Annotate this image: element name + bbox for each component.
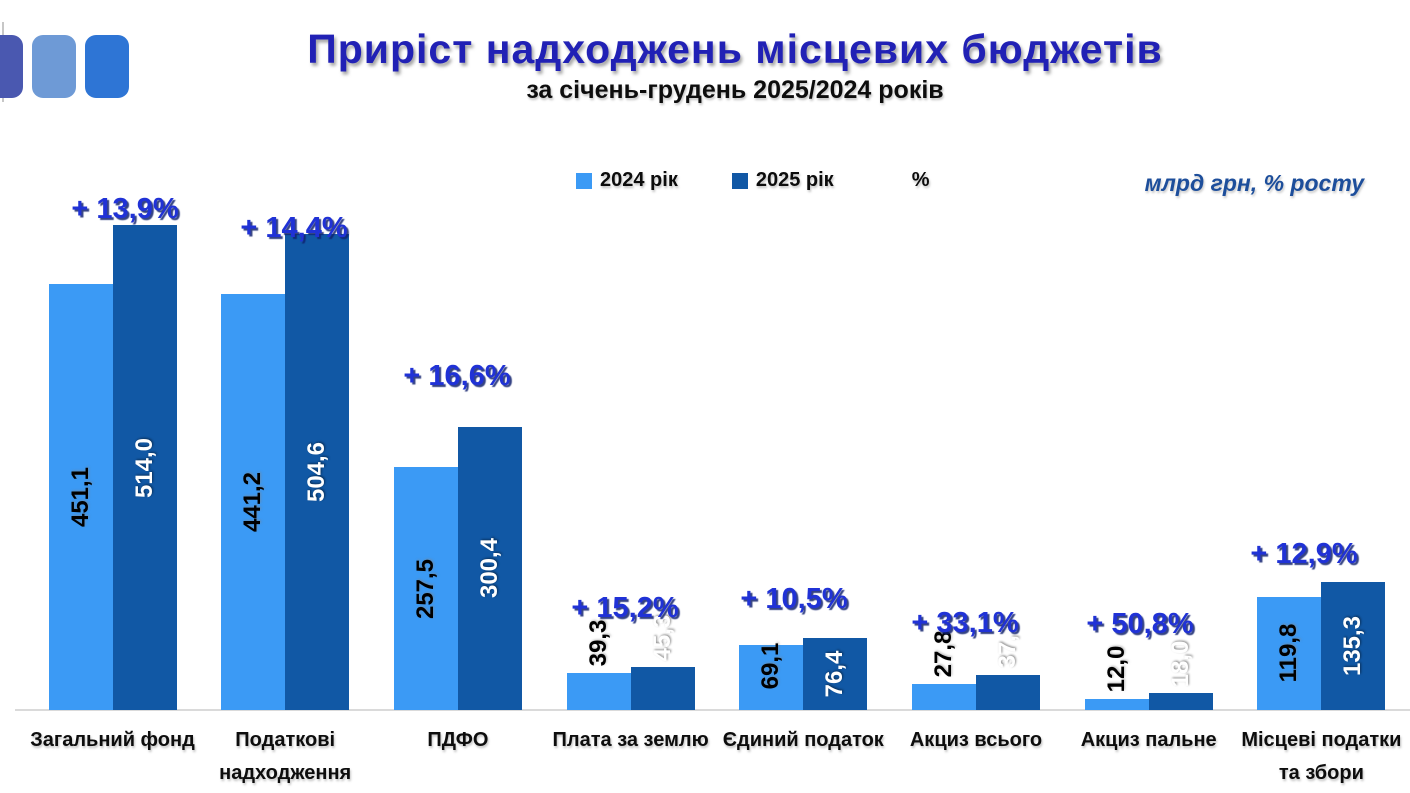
x-axis-line (15, 709, 1410, 711)
category-label: Плата за землю (552, 729, 709, 751)
bar-2025 (976, 674, 1040, 710)
category-label: Загальний фонд (30, 729, 195, 751)
bar-value-label: 119,8 (1275, 624, 1303, 683)
bar-2025 (457, 426, 522, 710)
legend-item-percent: % (912, 169, 930, 192)
bar-value-label: 12,0 (1102, 645, 1130, 693)
growth-label: + 33,1% (911, 607, 1019, 639)
bar-2025 (112, 225, 177, 710)
bar-2025 (803, 637, 868, 710)
header: Приріст надходжень місцевих бюджетів за … (60, 26, 1410, 105)
legend-label-2025: 2025 рік (755, 169, 834, 191)
category-label: Податкові надходження (219, 729, 352, 784)
legend-label-2024: 2024 рік (600, 169, 678, 191)
logo-square-2 (32, 35, 76, 98)
bar-value-label: 69,1 (757, 642, 785, 690)
bar-2024 (912, 683, 976, 710)
bar-value-label: 39,3 (584, 620, 612, 667)
units-note: млрд грн, % росту (1144, 170, 1364, 196)
bar-2024 (566, 672, 631, 710)
bar-value-label: 76,4 (821, 650, 849, 698)
growth-label: + 50,8% (1086, 608, 1194, 640)
legend-item-2024: 2024 рік (576, 169, 678, 192)
category-label: Акциз всього (909, 729, 1043, 751)
bar-2024 (48, 284, 113, 710)
category-label: ПДФО (427, 729, 489, 751)
bar-2024 (1257, 596, 1322, 710)
legend-item-2025: 2025 рік (731, 169, 834, 192)
logo-square-1 (0, 35, 23, 98)
bar-2025 (285, 233, 350, 710)
legend-swatch-2024 (576, 172, 592, 189)
growth-label: + 13,9% (71, 193, 179, 225)
bar-value-label: 135,3 (1339, 616, 1367, 677)
logo-square-3 (85, 35, 129, 98)
category-label: Місцеві податки та збори (1241, 729, 1402, 784)
legend-swatch-2025 (731, 172, 748, 189)
bar-2024 (393, 467, 458, 710)
bar-2024 (221, 293, 286, 710)
growth-label: + 14,4% (240, 212, 348, 244)
growth-label: + 15,2% (571, 592, 679, 624)
bar-2024 (739, 644, 804, 710)
bar-value-label: 451,1 (66, 467, 94, 528)
bar-value-label: 441,2 (239, 471, 267, 532)
bar-value-label: 504,6 (303, 441, 331, 502)
bar-2025 (1148, 693, 1213, 710)
category-label: Акциз пальне (1080, 729, 1217, 751)
bar-2024 (1084, 698, 1149, 710)
category-label: Єдиний податок (722, 729, 884, 751)
growth-label: + 10,5% (740, 583, 848, 615)
page-title: Приріст надходжень місцевих бюджетів (307, 26, 1163, 72)
bar-2025 (1321, 582, 1386, 710)
bar-value-label: 514,0 (130, 437, 158, 498)
growth-label: + 12,9% (1250, 538, 1358, 570)
bar-value-label: 300,4 (475, 538, 503, 599)
page-subtitle: за січень-грудень 2025/2024 років (526, 76, 944, 104)
bar-value-label: 257,5 (411, 558, 439, 619)
bar-value-label: 18,0 (1166, 640, 1194, 687)
bar-2025 (630, 667, 695, 710)
legend-label-percent: % (911, 169, 930, 191)
chart-legend: 2024 рік 2025 рік % (576, 169, 929, 192)
growth-label: + 16,6% (403, 360, 511, 392)
